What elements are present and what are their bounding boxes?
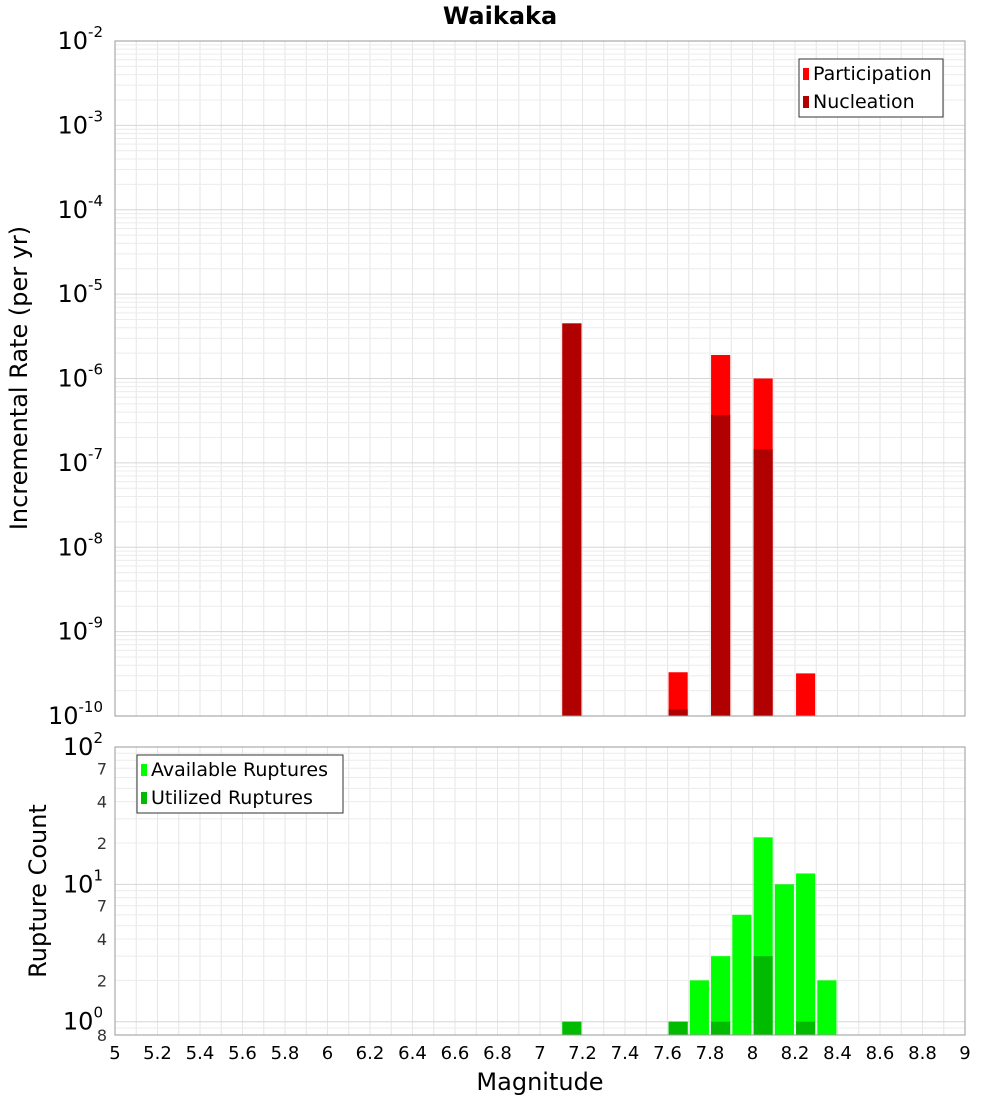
x-tick-label: 7.2 (568, 1043, 597, 1064)
top-bar-participation (796, 673, 816, 716)
top-y-tick-label: 10-8 (57, 529, 103, 561)
x-tick-label: 8.6 (866, 1043, 895, 1064)
bottom-bar-utilized-ruptures (711, 1021, 731, 1035)
top-legend-swatch (803, 96, 809, 108)
bottom-y-minor-label: 7 (97, 759, 107, 778)
top-y-tick-label: 10-5 (57, 276, 103, 308)
top-bar-nucleation (668, 709, 688, 716)
x-tick-label: 6.2 (356, 1043, 385, 1064)
x-tick-label: 5.2 (143, 1043, 172, 1064)
bottom-legend-swatch (141, 764, 147, 776)
top-legend-label: Nucleation (813, 91, 915, 113)
bottom-y-axis-label: Rupture Count (24, 804, 52, 978)
bottom-bar-available-ruptures (796, 873, 816, 1035)
x-tick-label: 6.4 (398, 1043, 427, 1064)
top-bar-nucleation (711, 414, 731, 716)
top-y-tick-label: 10-9 (57, 614, 103, 646)
top-y-tick-label: 10-2 (57, 23, 103, 55)
bottom-y-minor-label: 8 (97, 1026, 107, 1045)
top-plot-panel: 10-2 10-3 10-4 10-5 10-6 10-7 10-8 10-9 10-10 Par… (48, 23, 966, 730)
top-bar-participation (668, 672, 688, 716)
bottom-legend-label: Available Ruptures (151, 759, 328, 781)
bottom-bar-available-ruptures (774, 884, 794, 1035)
bottom-bar-utilized-ruptures (562, 1021, 582, 1035)
top-bar-nucleation (753, 449, 773, 716)
bottom-bar-available-ruptures (689, 980, 709, 1035)
top-plot-border (114, 40, 966, 717)
bottom-legend-box (136, 754, 344, 814)
top-y-axis-label: Incremental Rate (per yr) (5, 226, 33, 530)
top-legend-swatch (803, 68, 809, 80)
bottom-bar-utilized-ruptures (668, 1021, 688, 1035)
x-tick-label: 7.4 (611, 1043, 640, 1064)
top-y-tick-label: 10-6 (57, 361, 103, 393)
x-tick-label: 8 (747, 1043, 758, 1064)
bottom-y-minor-label: 7 (97, 897, 107, 916)
chart-title: Waikaka (443, 2, 557, 30)
bottom-y-tick-label: 102 (63, 729, 103, 761)
top-y-tick-label: 10-10 (48, 698, 103, 730)
top-legend-label: Participation (813, 63, 932, 85)
bottom-y-tick-label: 101 (63, 866, 103, 898)
x-tick-label: 6 (322, 1043, 333, 1064)
x-axis-label: Magnitude (476, 1068, 603, 1096)
bottom-bar-available-ruptures (817, 980, 837, 1035)
top-bar-nucleation (562, 323, 582, 716)
top-y-tick-label: 10-4 (57, 192, 103, 224)
x-tick-label: 8.2 (781, 1043, 810, 1064)
bottom-legend: Available Ruptures Utilized Ruptures (136, 754, 344, 814)
bottom-bar-utilized-ruptures (753, 956, 773, 1035)
x-tick-label: 7.8 (696, 1043, 725, 1064)
bottom-y-minor-label: 4 (97, 793, 107, 812)
bottom-bar-utilized-ruptures (796, 1021, 816, 1035)
x-tick-label: 7 (534, 1043, 545, 1064)
x-tick-label: 6.6 (441, 1043, 470, 1064)
bottom-y-minor-label: 4 (97, 930, 107, 949)
top-y-tick-label: 10-3 (57, 107, 103, 139)
x-tick-label: 6.8 (483, 1043, 512, 1064)
x-tick-label: 7.6 (653, 1043, 682, 1064)
bottom-plot-border (114, 746, 966, 1036)
top-y-tick-label: 10-7 (57, 445, 103, 477)
bottom-y-tick-label: 100 (63, 1004, 103, 1036)
x-tick-label: 5.4 (186, 1043, 215, 1064)
bottom-y-minor-label: 2 (97, 971, 107, 990)
top-legend: Participation Nucleation (798, 58, 944, 118)
x-tick-label: 8.8 (908, 1043, 937, 1064)
x-tick-label: 5 (109, 1043, 120, 1064)
bottom-bar-available-ruptures (732, 914, 752, 1035)
bottom-legend-label: Utilized Ruptures (151, 787, 313, 809)
x-tick-label: 5.8 (271, 1043, 300, 1064)
top-legend-box (798, 58, 944, 118)
x-tick-label: 8.4 (823, 1043, 852, 1064)
x-tick-label: 5.6 (228, 1043, 257, 1064)
bottom-y-minor-label: 2 (97, 834, 107, 853)
x-tick-label: 9 (959, 1043, 970, 1064)
bottom-bar-available-ruptures (711, 956, 731, 1035)
bottom-legend-swatch (141, 792, 147, 804)
